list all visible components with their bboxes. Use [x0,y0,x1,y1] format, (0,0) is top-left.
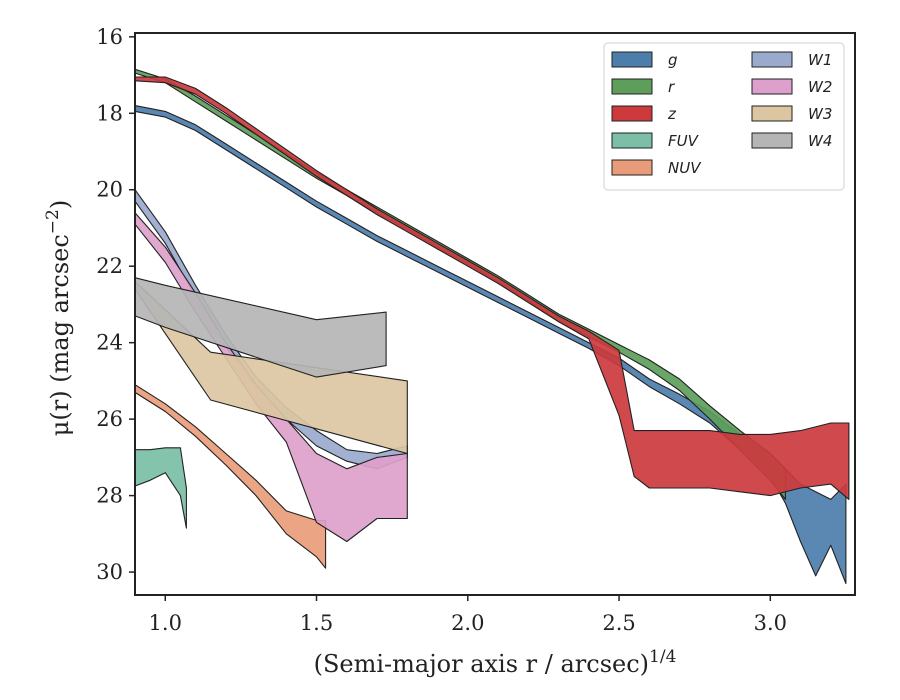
series-bands [134,68,850,585]
x-axis-label-text: (Semi-major axis r / arcsec) [314,650,649,678]
legend-label-w3: W3 [808,105,832,123]
x-axis-label-exponent: 1/4 [649,647,676,667]
legend-label-fuv: FUV [668,132,700,150]
x-tick-label: 1.5 [300,611,333,635]
x-tick-label: 2.5 [602,611,635,635]
x-tick-label: 1.0 [149,611,182,635]
legend: grz FUV NUV W1 W2 W3 W4 [603,42,845,191]
legend-label-nuv: NUV [668,159,702,177]
y-axis-label-text: μ(r) (mag arcsec [46,234,74,436]
y-tick-label: 20 [96,178,123,202]
legend-label-w2: W2 [808,78,832,96]
y-axis-label-exponent: −2 [43,209,63,234]
legend-swatch-w1 [751,51,793,68]
y-tick-label: 26 [96,407,123,431]
x-tick-label: 2.0 [451,611,484,635]
y-tick-label: 18 [96,101,123,125]
legend-swatch-w2 [751,78,793,95]
y-axis-label-close: ) [46,200,74,209]
band-w4 [134,277,387,378]
y-tick-label: 22 [96,254,123,278]
x-axis-label: (Semi-major axis r / arcsec)1/4 [314,647,677,678]
legend-swatch-nuv [611,159,653,176]
legend-swatch-fuv [611,132,653,149]
legend-swatch-z [611,105,653,122]
x-axis-ticks: 1.0 1.5 2.0 2.5 3.0 [149,595,787,635]
band-fuv [134,447,187,529]
legend-swatch-w3 [751,105,793,122]
y-tick-label: 30 [96,560,123,584]
band-g [134,105,847,585]
legend-label-w1: W1 [808,51,832,69]
legend-swatch-w4 [751,132,793,149]
y-tick-label: 16 [96,25,123,49]
band-z [134,76,850,500]
y-tick-label: 24 [96,331,123,355]
y-axis-ticks: 16 18 20 22 24 26 28 30 [96,25,135,584]
x-tick-label: 3.0 [754,611,787,635]
legend-label-z: z [667,105,677,123]
legend-label-r: r [668,78,675,96]
plot-frame [134,32,856,596]
y-axis-label: μ(r) (mag arcsec−2) [43,200,74,436]
y-tick-label: 28 [96,484,123,508]
band-nuv [134,384,327,569]
legend-label-g: g [668,51,678,69]
legend-label-w4: W4 [808,132,832,150]
legend-swatch-g [611,51,653,68]
legend-swatch-r [611,78,653,95]
